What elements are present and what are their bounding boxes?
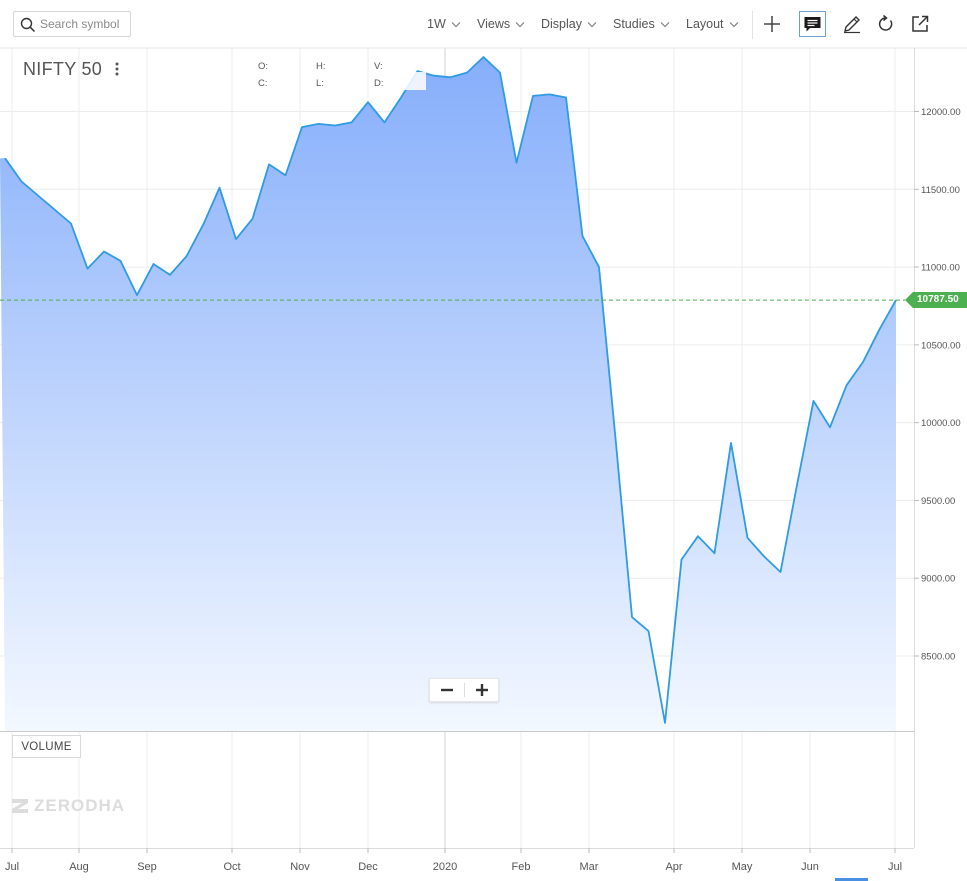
x-tick-label: Oct [223, 861, 240, 873]
x-tick-label: Mar [580, 861, 599, 873]
studies-dropdown[interactable]: Studies [613, 17, 670, 31]
zoom-divider [464, 683, 465, 697]
layout-dropdown[interactable]: Layout [686, 17, 739, 31]
chevron-down-icon [587, 21, 597, 27]
plus-icon [476, 684, 488, 696]
views-label: Views [477, 17, 511, 31]
price-line [4, 56, 897, 724]
x-tick-label: 2020 [433, 861, 457, 873]
x-tick-label: Dec [358, 861, 378, 873]
crosshair-button[interactable] [760, 12, 784, 36]
search-icon [20, 17, 36, 33]
ohlc-volume-label: V: [374, 61, 383, 72]
comment-button[interactable] [799, 11, 826, 37]
zoom-out-button[interactable] [430, 679, 464, 701]
zoom-in-button[interactable] [465, 679, 499, 701]
x-tick-label: May [732, 861, 753, 873]
y-tick-label: 10500.00 [921, 340, 961, 351]
brand-name: ZERODHA [34, 796, 126, 815]
studies-label: Studies [613, 17, 655, 31]
draw-button[interactable] [840, 12, 864, 36]
y-axis-labels: 12000.00 11500.00 11000.00 10500.00 10000.00… [914, 107, 961, 663]
symbol-search[interactable] [13, 11, 131, 37]
crosshair-icon [764, 16, 780, 32]
x-axis-labels: Jul Aug Sep Oct Nov Dec 2020 Feb Mar Apr May Jun Jul [5, 848, 902, 873]
more-options-icon[interactable] [113, 61, 121, 77]
ohlc-open-label: O: [258, 61, 269, 72]
pencil-icon [844, 16, 860, 34]
x-tick-label: Apr [665, 861, 682, 873]
y-tick-label: 12000.00 [921, 107, 961, 118]
x-tick-label: Jun [801, 861, 819, 873]
legend-highlight [389, 72, 426, 90]
last-price-badge: 10787.50 [905, 292, 967, 309]
brand-watermark: ZERODHA [12, 796, 125, 816]
display-label: Display [541, 17, 582, 31]
y-tick-label: 11500.00 [921, 185, 960, 196]
y-tick-label: 11000.00 [921, 263, 960, 274]
chart-toolbar: 1W Views Display Studies Layout [0, 0, 967, 48]
refresh-button[interactable] [874, 12, 898, 36]
x-tick-label: Sep [137, 861, 157, 873]
chevron-down-icon [451, 21, 461, 27]
popout-button[interactable] [908, 12, 932, 36]
x-tick-label: Feb [512, 861, 531, 873]
y-tick-label: 10000.00 [921, 418, 961, 429]
toolbar-divider [752, 11, 753, 39]
x-tick-label: Nov [290, 861, 310, 873]
interval-label: 1W [427, 17, 446, 31]
x-tick-label: Jul [5, 861, 19, 873]
x-tick-label: Jul [888, 861, 902, 873]
ohlc-high-label: H: [316, 61, 326, 72]
y-tick-label: 9500.00 [921, 496, 955, 507]
refresh-icon [878, 14, 893, 31]
ohlc-low-label: L: [316, 78, 324, 89]
ohlc-close-label: C: [258, 78, 268, 89]
interval-dropdown[interactable]: 1W [427, 17, 461, 31]
zoom-controls [429, 678, 499, 702]
minus-icon [441, 688, 453, 692]
display-dropdown[interactable]: Display [541, 17, 597, 31]
layout-label: Layout [686, 17, 724, 31]
symbol-name: NIFTY 50 [23, 59, 103, 79]
ohlc-change-label: D: [374, 78, 384, 89]
chevron-down-icon [729, 21, 738, 27]
search-input[interactable] [40, 15, 128, 33]
volume-study-label[interactable]: VOLUME [12, 735, 81, 758]
last-price-value: 10787.50 [917, 294, 959, 306]
y-tick-label: 9000.00 [921, 574, 955, 585]
views-dropdown[interactable]: Views [477, 17, 525, 31]
popout-icon [912, 15, 929, 32]
chevron-down-icon [515, 21, 525, 27]
y-tick-label: 8500.00 [921, 652, 955, 663]
chevron-down-icon [660, 21, 670, 27]
zerodha-logo-icon [12, 799, 28, 813]
x-tick-label: Aug [69, 861, 89, 873]
scroll-indicator[interactable] [835, 878, 868, 881]
price-area-fill [0, 57, 896, 731]
comment-icon [804, 17, 821, 32]
